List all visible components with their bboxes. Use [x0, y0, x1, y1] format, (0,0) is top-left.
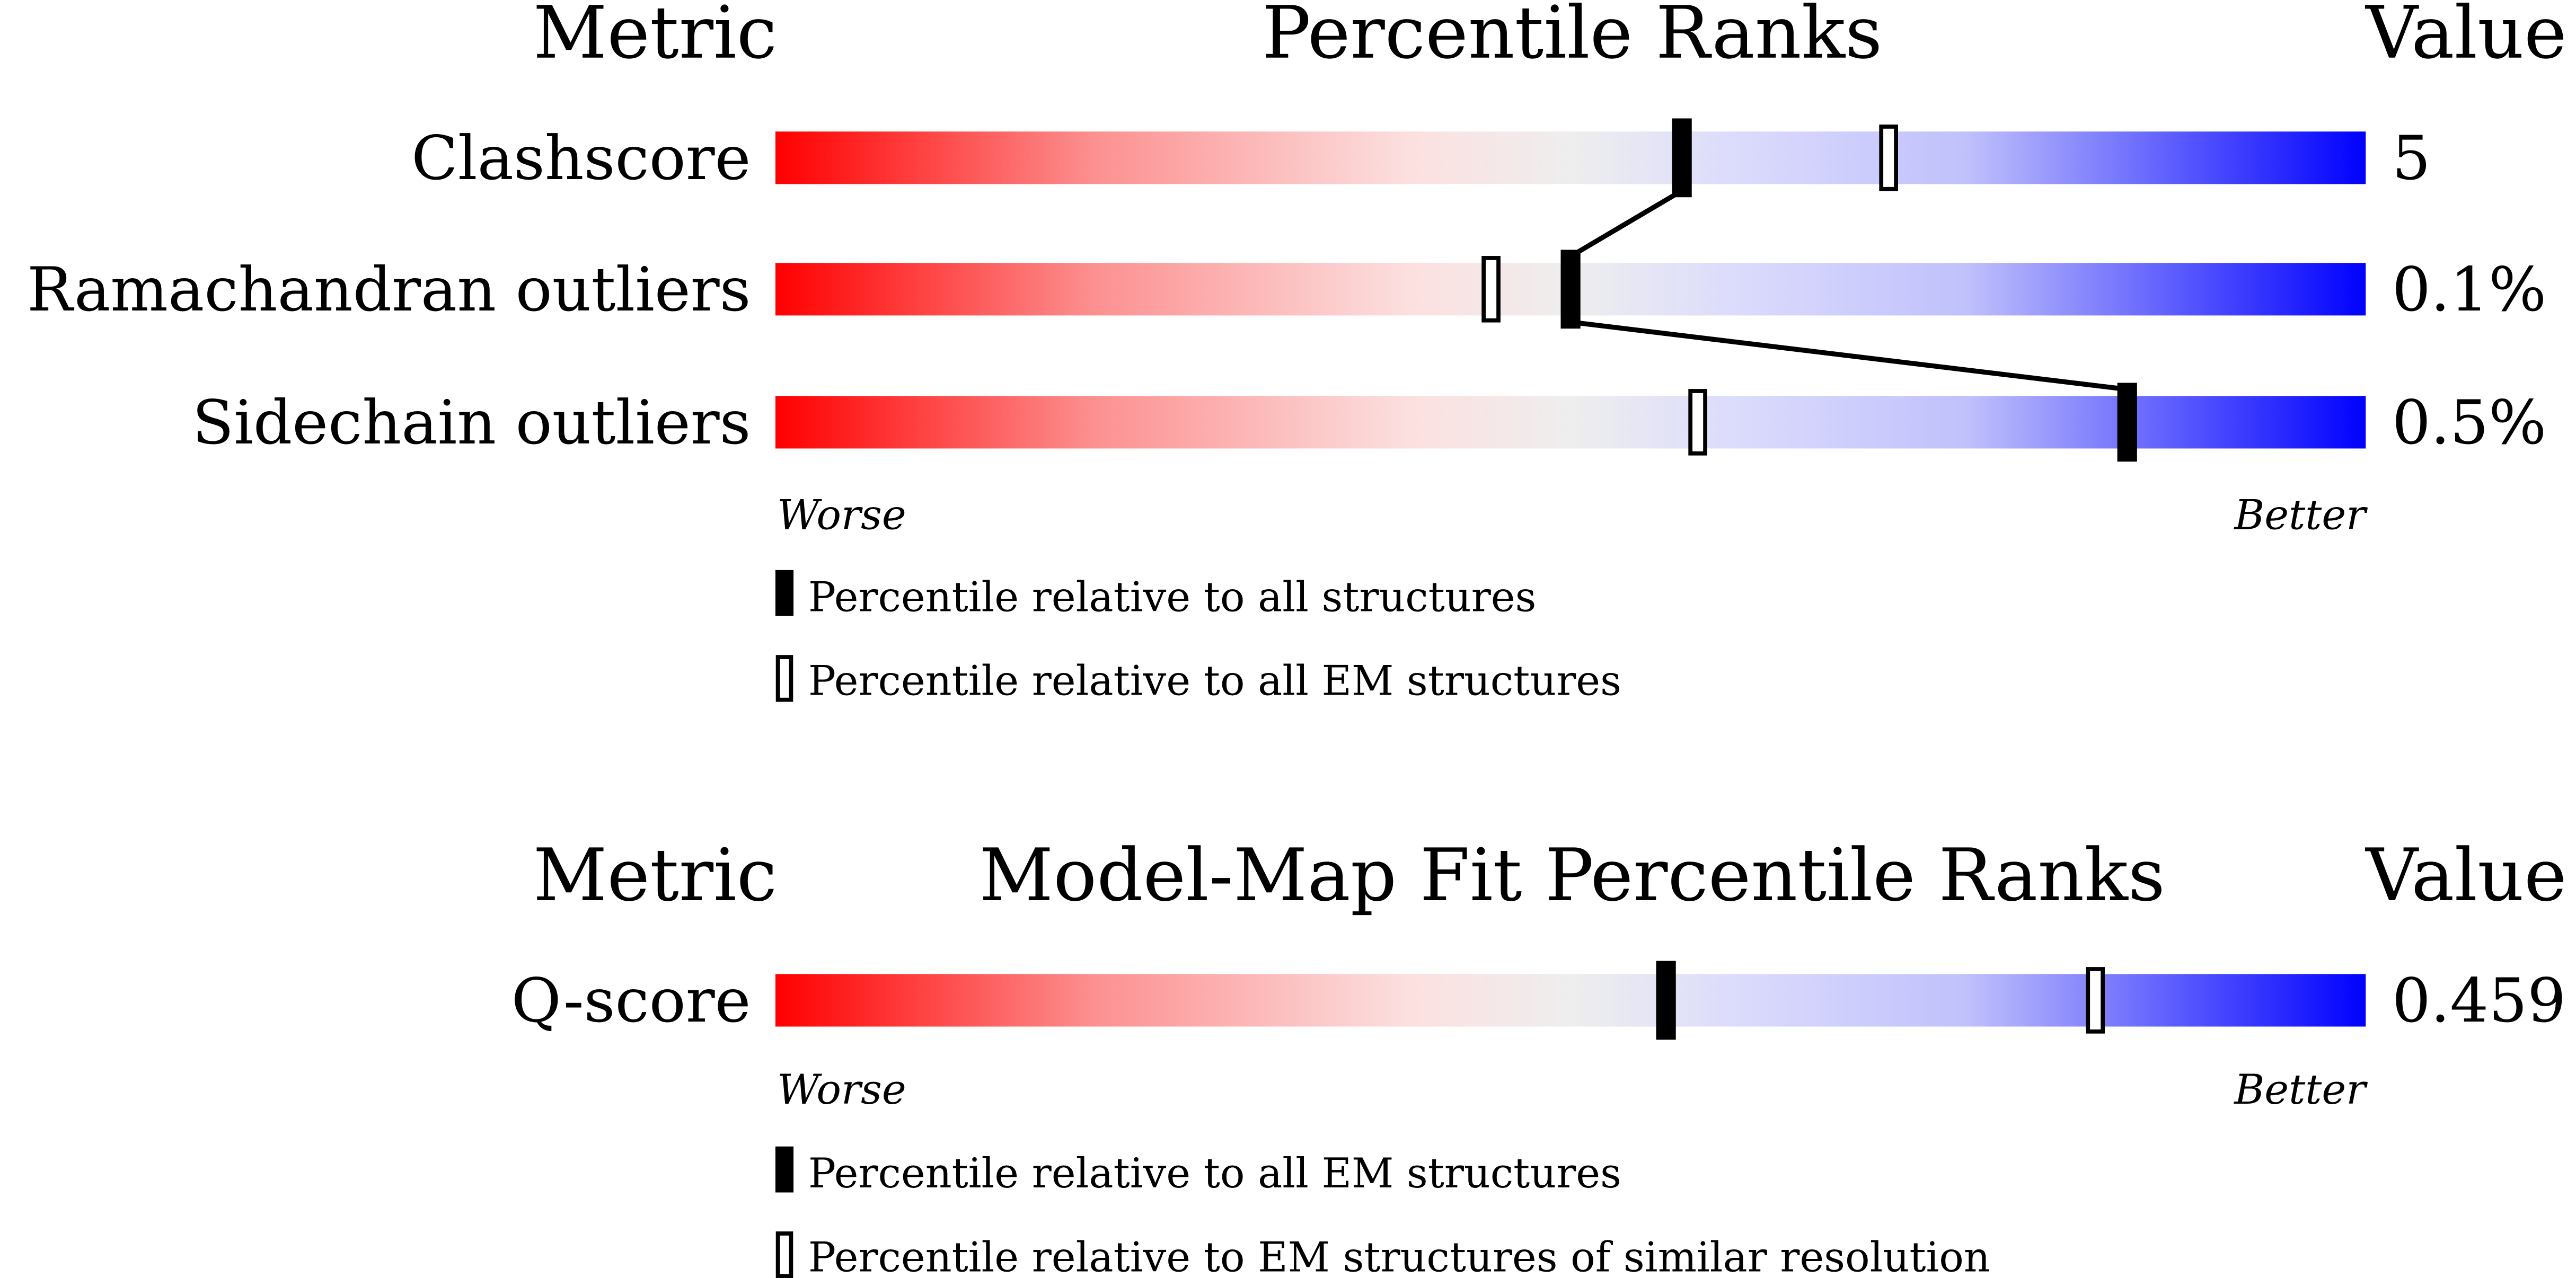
metric-label: Q-score — [511, 966, 751, 1036]
legend-filled-text: Percentile relative to all structures — [808, 573, 1536, 621]
metric-label: Sidechain outliers — [192, 388, 751, 458]
metric-header: Metric — [533, 833, 777, 918]
value-header: Value — [2365, 0, 2566, 75]
metric-label: Ramachandran outliers — [27, 255, 751, 325]
filled-marker — [1656, 961, 1676, 1040]
value-header: Value — [2365, 833, 2566, 918]
worse-label: Worse — [777, 491, 906, 539]
metric-header: Metric — [533, 0, 777, 75]
open-marker — [2086, 967, 2105, 1034]
legend-filled-text: Percentile relative to all EM structures — [808, 1150, 1621, 1197]
chart-title: Model-Map Fit Percentile Ranks — [980, 833, 2165, 918]
percentile-bar — [775, 396, 2366, 449]
open-marker — [1688, 389, 1707, 456]
legend-open-text: Percentile relative to EM structures of … — [808, 1233, 1990, 1278]
open-marker — [1481, 256, 1501, 323]
better-label: Better — [2233, 1066, 2368, 1114]
filled-marker — [2117, 383, 2137, 462]
legend-open-marker — [775, 1231, 793, 1278]
legend-open-text: Percentile relative to all EM structures — [808, 657, 1621, 705]
legend-filled-marker — [775, 570, 794, 616]
better-label: Better — [2233, 491, 2368, 539]
filled-marker — [1560, 250, 1581, 329]
connector-line — [1570, 320, 2128, 392]
connector-line — [1569, 188, 1683, 259]
metric-value: 0.1% — [2392, 255, 2546, 325]
legend-filled-marker — [775, 1146, 794, 1193]
chart-title: Percentile Ranks — [1262, 0, 1882, 75]
filled-marker — [1672, 118, 1692, 198]
worse-label: Worse — [777, 1066, 906, 1114]
legend-open-marker — [775, 655, 793, 702]
metric-value: 0.5% — [2392, 388, 2546, 458]
metric-value: 5 — [2392, 123, 2431, 194]
percentile-bar — [775, 974, 2366, 1027]
open-marker — [1879, 125, 1898, 191]
metric-value: 0.459 — [2392, 966, 2566, 1036]
metric-label: Clashscore — [411, 123, 751, 194]
percentile-bar — [775, 131, 2366, 184]
